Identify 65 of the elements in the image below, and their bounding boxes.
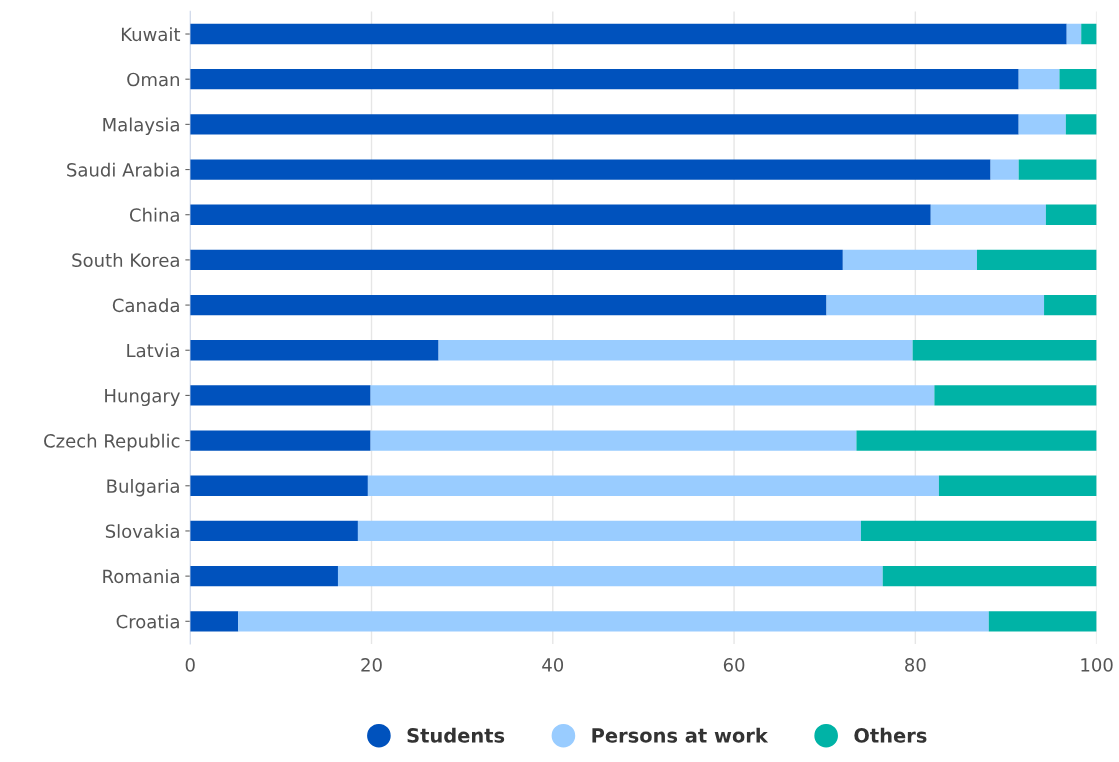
bar — [190, 520, 358, 542]
bar — [190, 385, 371, 406]
y-tick-label: Czech Republic — [44, 433, 180, 452]
bar — [1044, 294, 1097, 316]
y-tick-label: Romania — [103, 569, 179, 584]
x-tick-label: 60 — [723, 658, 745, 672]
bar — [1045, 204, 1097, 225]
bar — [1066, 23, 1082, 45]
x-tick-label: 0 — [185, 658, 195, 672]
bar — [1081, 23, 1097, 45]
bar — [856, 430, 1097, 451]
bar — [842, 249, 977, 271]
bar — [438, 340, 913, 361]
bar — [1059, 69, 1097, 90]
bar — [370, 430, 857, 451]
bar — [190, 340, 439, 361]
y-tick-label: Saudi Arabia — [67, 162, 179, 177]
legend-label: Others — [854, 727, 927, 743]
bar — [337, 565, 883, 587]
y-tick-label: Canada — [112, 298, 179, 313]
bar — [190, 430, 371, 451]
bar — [238, 611, 989, 632]
bar — [934, 385, 1097, 406]
y-tick-label: Hungary — [105, 389, 180, 407]
bar — [882, 565, 1097, 587]
y-tick-label: Croatia — [116, 614, 179, 629]
bar — [190, 159, 991, 180]
bar — [990, 159, 1019, 180]
bar — [826, 294, 1045, 316]
bar — [1065, 114, 1097, 135]
y-tick-label: South Korea — [72, 253, 179, 268]
y-tick-label: Latvia — [127, 343, 179, 358]
bar — [1018, 114, 1066, 135]
x-tick-label: 40 — [542, 658, 564, 672]
bar — [190, 475, 368, 496]
bar — [190, 565, 338, 587]
bar — [860, 520, 1097, 542]
legend-label: Students — [407, 727, 505, 743]
bar — [367, 475, 939, 496]
bar — [988, 611, 1097, 632]
y-tick-label: Kuwait — [121, 27, 181, 42]
y-tick-label: Bulgaria — [107, 478, 179, 497]
bar — [190, 294, 827, 316]
y-tick-label: Slovakia — [105, 524, 179, 539]
bar — [190, 204, 931, 225]
bar — [190, 249, 843, 271]
bar — [912, 340, 1097, 361]
bar — [357, 520, 861, 542]
bar — [190, 23, 1067, 45]
x-tick-label: 100 — [1081, 658, 1113, 672]
bar — [930, 204, 1046, 225]
y-tick-label: Oman — [127, 72, 179, 87]
legend-label: Persons at work — [592, 727, 769, 743]
bar — [976, 249, 1097, 271]
bar — [190, 611, 239, 632]
y-tick-label: Malaysia — [103, 117, 179, 135]
bar — [1018, 69, 1060, 90]
bar — [370, 385, 935, 406]
bar — [190, 114, 1019, 135]
bar — [190, 69, 1019, 90]
x-tick-label: 20 — [361, 658, 382, 672]
y-tick-label: China — [129, 207, 179, 222]
x-tick-label: 80 — [905, 658, 926, 672]
bar — [938, 475, 1097, 496]
bar — [1018, 159, 1097, 180]
